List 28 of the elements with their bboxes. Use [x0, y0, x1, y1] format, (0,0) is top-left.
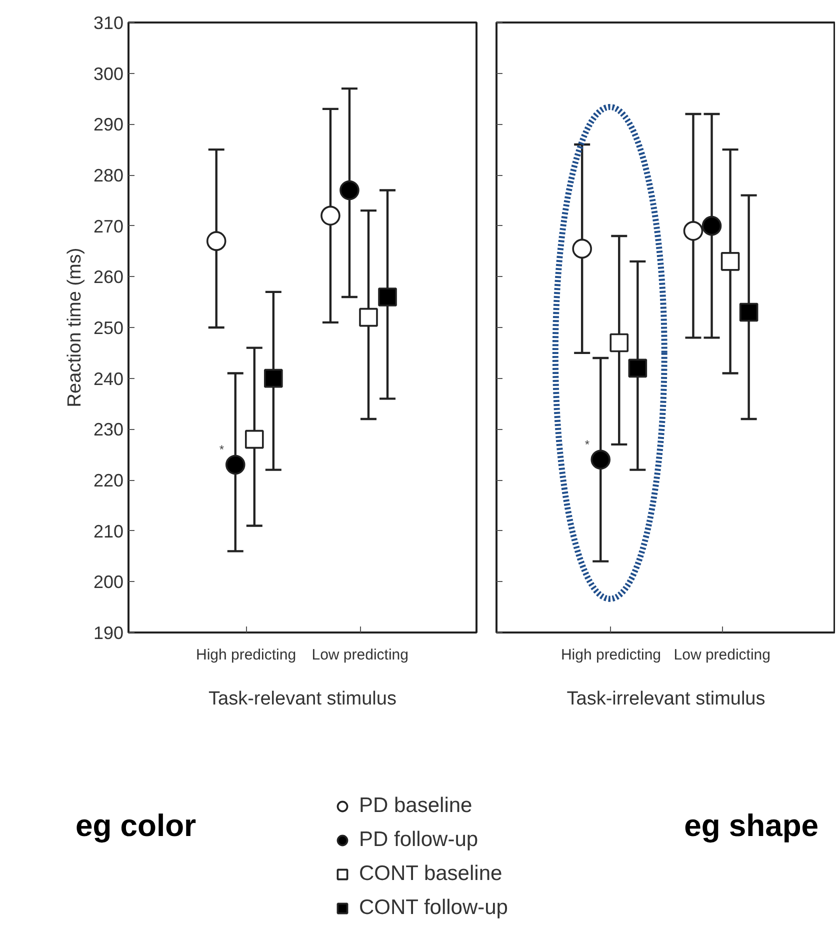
x-tick-label: Low predicting: [312, 646, 408, 664]
y-tick-label: 310: [93, 13, 124, 33]
text: eg shape: [684, 808, 819, 843]
text: eg color: [76, 808, 196, 843]
x-tick-label: Low predicting: [674, 646, 770, 664]
y-tick-label: 230: [93, 420, 124, 440]
x-tick-label: High predicting: [196, 646, 296, 664]
legend-label: CONT baseline: [359, 861, 502, 887]
legend-label: PD baseline: [359, 793, 472, 819]
y-tick-label: 260: [93, 267, 124, 288]
y-tick-label: 210: [93, 521, 124, 542]
annotation: *: [584, 437, 590, 452]
y-tick-label: 270: [93, 216, 124, 236]
y-tick-label: 240: [93, 368, 124, 389]
y-tick-label: 200: [93, 572, 124, 592]
y-tick-label: 190: [93, 623, 124, 643]
x-tick-label: High predicting: [560, 646, 662, 664]
y-tick-label: 280: [93, 166, 124, 186]
x-axis-title: Task-irrelevant stimulus: [566, 688, 766, 710]
y-tick-label: 290: [93, 114, 124, 135]
x-axis-title: Task-relevant stimulus: [208, 688, 396, 710]
y-tick-label: 250: [93, 318, 124, 338]
legend-label: CONT follow-up: [359, 895, 508, 921]
y-tick-label: 300: [93, 64, 124, 84]
annotation: *: [219, 442, 224, 456]
y-tick-label: 220: [93, 470, 124, 490]
y-axis-title: Reaction time (ms): [64, 248, 86, 408]
legend-label: PD follow-up: [359, 827, 478, 853]
